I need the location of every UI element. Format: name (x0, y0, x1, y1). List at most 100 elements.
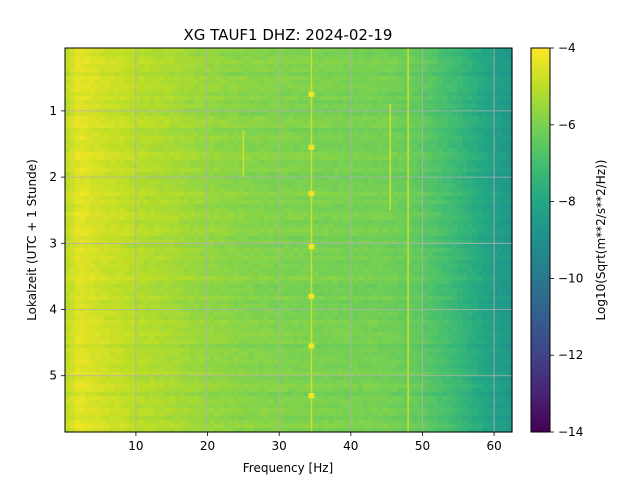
heatmap-cell (184, 204, 190, 209)
heatmap-cell (288, 148, 295, 153)
heatmap-cell (343, 164, 349, 169)
heatmap-cell (372, 236, 379, 241)
heatmap-cell (417, 120, 424, 125)
heatmap-cell (323, 264, 329, 269)
heatmap-cell (184, 140, 190, 145)
heatmap-cell (353, 228, 359, 233)
heatmap-cell (114, 88, 121, 93)
heatmap-cell (189, 148, 195, 153)
heatmap-cell (228, 112, 235, 117)
heatmap-cell (328, 172, 334, 177)
heatmap-cell (109, 176, 116, 181)
heatmap-cell (507, 188, 513, 193)
heatmap-cell (467, 260, 473, 265)
heatmap-cell (323, 236, 329, 241)
heatmap-cell (258, 188, 265, 193)
heatmap-cell (412, 244, 419, 249)
heatmap-cell (114, 196, 121, 201)
heatmap-cell (124, 164, 131, 169)
heatmap-cell (159, 128, 165, 133)
heatmap-cell (492, 224, 498, 229)
heatmap-cell (223, 168, 230, 173)
heatmap-cell (233, 176, 240, 181)
heatmap-cell (238, 52, 245, 57)
heatmap-cell (69, 256, 76, 261)
heatmap-cell (457, 168, 463, 173)
heatmap-cell (99, 80, 106, 85)
heatmap-cell (333, 144, 339, 149)
heatmap-cell (119, 232, 126, 237)
heatmap-cell (114, 264, 121, 269)
heatmap-cell (104, 224, 111, 229)
heatmap-cell (447, 156, 453, 161)
heatmap-cell (278, 144, 285, 149)
heatmap-cell (65, 220, 71, 225)
heatmap-cell (114, 256, 121, 261)
heatmap-cell (467, 224, 473, 229)
heatmap-cell (84, 240, 91, 245)
heatmap-cell (382, 152, 389, 157)
heatmap-cell (149, 180, 155, 185)
heatmap-cell (392, 212, 399, 217)
heatmap-cell (89, 80, 96, 85)
heatmap-cell (144, 60, 151, 65)
heatmap-cell (462, 156, 468, 161)
heatmap-cell (412, 92, 419, 97)
heatmap-cell (79, 240, 86, 245)
heatmap-cell (382, 64, 389, 69)
heatmap-cell (363, 80, 369, 85)
heatmap-cell (119, 252, 126, 257)
heatmap-cell (65, 240, 71, 245)
heatmap-cell (194, 80, 200, 85)
heatmap-cell (472, 108, 478, 113)
heatmap-cell (367, 164, 374, 169)
heatmap-cell (258, 260, 265, 265)
heatmap-cell (457, 200, 463, 205)
heatmap-cell (84, 184, 91, 189)
heatmap-cell (184, 192, 190, 197)
heatmap-cell (338, 180, 344, 185)
heatmap-cell (422, 132, 429, 137)
heatmap-cell (462, 252, 468, 257)
heatmap-cell (313, 136, 319, 141)
heatmap-cell (218, 64, 225, 69)
heatmap-cell (209, 188, 215, 193)
heatmap-cell (432, 236, 439, 241)
heatmap-cell (338, 184, 344, 189)
heatmap-cell (263, 168, 270, 173)
heatmap-cell (154, 240, 160, 245)
heatmap-cell (174, 140, 180, 145)
heatmap-cell (144, 176, 151, 181)
heatmap-cell (407, 76, 414, 81)
heatmap-cell (248, 160, 255, 165)
heatmap-cell (377, 92, 384, 97)
heatmap-cell (283, 248, 290, 253)
heatmap-cell (139, 164, 146, 169)
heatmap-cell (363, 172, 369, 177)
heatmap-cell (313, 108, 319, 113)
heatmap-cell (149, 176, 155, 181)
heatmap-cell (184, 264, 190, 269)
heatmap-cell (209, 208, 215, 213)
heatmap-cell (189, 92, 195, 97)
heatmap-cell (318, 240, 324, 245)
heatmap-cell (129, 152, 136, 157)
heatmap-cell (437, 196, 444, 201)
heatmap-cell (318, 52, 324, 57)
heatmap-cell (243, 240, 250, 245)
heatmap-cell (154, 188, 160, 193)
heatmap-cell (164, 236, 170, 241)
heatmap-cell (402, 216, 409, 221)
heatmap-cell (69, 156, 76, 161)
heatmap-cell (372, 68, 379, 73)
heatmap-cell (194, 220, 200, 225)
heatmap-cell (452, 84, 458, 89)
heatmap-cell (104, 72, 111, 77)
heatmap-cell (318, 248, 324, 253)
heatmap-cell (248, 188, 255, 193)
heatmap-cell (189, 220, 195, 225)
heatmap-cell (372, 240, 379, 245)
heatmap-cell (104, 48, 111, 53)
heatmap-cell (258, 84, 265, 89)
heatmap-cell (507, 92, 513, 97)
